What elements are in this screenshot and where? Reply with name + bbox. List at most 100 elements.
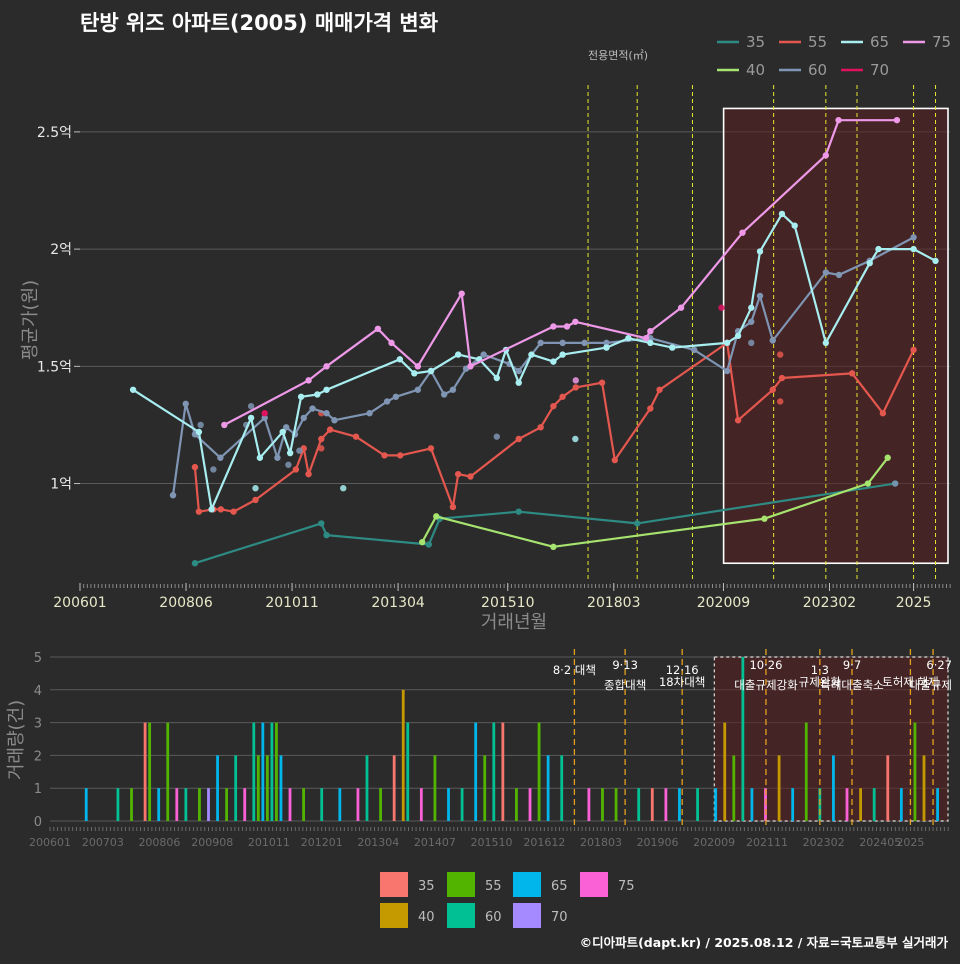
data-point-75 [414, 363, 422, 370]
volume-bar-75 [356, 788, 360, 821]
volume-bar-65 [899, 788, 903, 821]
volume-y-tick-label: 5 [34, 651, 42, 666]
event-label: 대출규제 [910, 678, 952, 692]
x-tick-label: 200601 [53, 595, 106, 611]
data-point-60 [392, 393, 400, 400]
data-point-65 [247, 414, 255, 422]
volume-bar-40 [777, 755, 781, 821]
data-point-65 [756, 248, 764, 255]
data-point-55 [318, 435, 325, 443]
volume-bar-35 [392, 755, 396, 821]
data-point-75 [677, 304, 685, 311]
data-point-75 [550, 323, 557, 330]
volume-bar-75 [528, 788, 532, 821]
data-point-65 [866, 259, 873, 267]
legend-label-55: 55 [808, 33, 827, 51]
volume-bar-75 [175, 788, 179, 821]
data-point-65 [286, 449, 294, 457]
legend-label-40: 40 [746, 61, 765, 79]
data-point-35 [633, 520, 641, 527]
footer-credit: ©디아파트(dapt.kr) / 2025.08.12 / 자료=국토교통부 실… [580, 935, 949, 950]
volume-bar-65 [447, 788, 450, 821]
volume-x-tick-label: 202111 [746, 836, 788, 849]
data-point-55 [195, 508, 203, 515]
volume-bar-60 [234, 755, 238, 821]
data-point-60 [366, 410, 373, 417]
volume-bar-55 [601, 788, 604, 821]
volume-y-tick-label: 1 [34, 782, 42, 797]
volume-bar-65 [791, 788, 795, 821]
data-point-35 [318, 520, 325, 527]
data-point-75 [835, 116, 842, 124]
data-point-65 [723, 339, 731, 347]
data-point-75 [323, 363, 330, 370]
data-point-55 [778, 374, 786, 382]
data-point-55 [326, 426, 334, 433]
data-point-40 [550, 543, 557, 551]
data-point-55 [848, 370, 856, 377]
data-point-60 [891, 480, 899, 487]
data-point-65 [669, 344, 676, 351]
data-point-60 [300, 414, 307, 422]
data-point-65 [515, 379, 522, 386]
volume-x-tick-label: 201803 [580, 836, 622, 849]
volume-bar-55 [166, 722, 170, 821]
data-point-60 [296, 447, 303, 454]
event-label: 10·26 [749, 658, 782, 672]
volume-legend-swatch-70 [513, 903, 541, 928]
volume-legend-label-40: 40 [418, 910, 435, 925]
x-axis-label: 거래년월 [481, 612, 547, 633]
data-point-55 [879, 410, 887, 417]
volume-bar-65 [261, 722, 265, 821]
volume-bar-60 [696, 788, 699, 821]
volume-x-tick-label: 202009 [693, 836, 735, 849]
y-tick-label: 1.5억 [37, 359, 72, 375]
volume-bar-55 [256, 755, 260, 821]
data-point-60 [910, 234, 917, 241]
data-point-60 [274, 454, 281, 461]
data-point-60 [383, 398, 391, 405]
volume-bar-75 [288, 788, 292, 821]
volume-legend-swatch-40 [380, 903, 408, 928]
x-tick-label: 201304 [371, 595, 425, 611]
chart-title: 탄방 위즈 아파트(2005) 매매가격 변화 [80, 11, 439, 35]
data-point-65 [603, 344, 610, 351]
x-tick-label: 200806 [159, 595, 213, 611]
data-point-60 [210, 466, 217, 473]
y-tick-label: 2.5억 [37, 125, 72, 141]
volume-bar-65 [474, 722, 478, 821]
data-point-65 [256, 454, 264, 461]
data-point-60 [197, 421, 204, 429]
data-point-60 [414, 386, 422, 393]
data-point-55 [656, 386, 663, 393]
data-point-60 [480, 351, 487, 358]
data-point-55 [467, 473, 474, 480]
legend-label-35: 35 [746, 33, 765, 51]
data-point-65 [493, 374, 500, 382]
volume-legend-label-60: 60 [485, 910, 502, 925]
data-point-65 [323, 386, 330, 393]
series-line-55 [193, 341, 915, 513]
event-label: 8·2 대책 [553, 663, 596, 677]
volume-bar-65 [936, 788, 939, 821]
volume-x-tick-label: 201304 [357, 836, 399, 849]
volume-bar-55 [515, 788, 518, 821]
data-point-55 [381, 452, 388, 459]
volume-x-tick-label: 200601 [29, 836, 71, 849]
x-tick-label: 202009 [697, 595, 750, 611]
volume-bar-65 [338, 788, 342, 821]
data-point-55 [559, 393, 566, 400]
data-point-55 [611, 456, 619, 464]
data-point-40 [864, 480, 872, 487]
data-point-65 [875, 245, 882, 253]
data-point-60 [537, 339, 544, 347]
volume-bar-55 [483, 755, 487, 821]
data-point-55 [454, 470, 462, 478]
data-point-55 [252, 496, 259, 504]
data-point-60 [748, 318, 755, 325]
volume-x-tick-label: 201612 [523, 836, 565, 849]
volume-bar-55 [130, 788, 133, 821]
volume-legend-swatch-35 [380, 872, 408, 897]
data-point-65 [791, 222, 798, 229]
